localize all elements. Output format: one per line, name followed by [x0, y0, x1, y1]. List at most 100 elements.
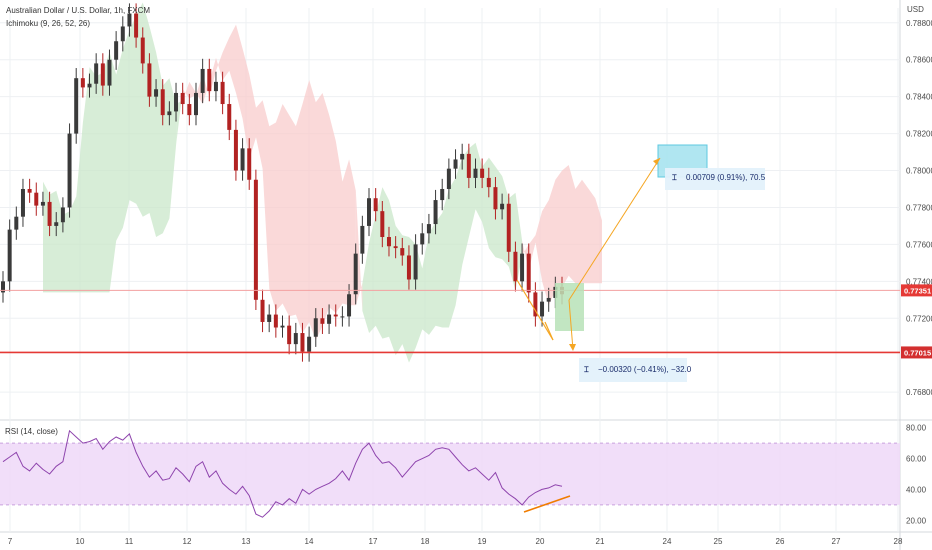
candle-body	[546, 297, 551, 302]
candle-body	[333, 314, 338, 317]
candle-body	[127, 13, 132, 27]
time-tick-label: 20	[536, 537, 545, 546]
time-tick-label: 7	[8, 537, 13, 546]
candle-body	[460, 153, 465, 160]
time-tick-label: 10	[76, 537, 85, 546]
measure-icon: ⌶	[672, 173, 677, 182]
candle-body	[300, 333, 305, 352]
candle-body	[506, 203, 511, 252]
current-price-tag	[901, 284, 932, 297]
candle-body	[327, 314, 332, 324]
candle-body	[340, 316, 345, 318]
candle-body	[426, 224, 431, 234]
candle-body	[367, 198, 372, 226]
candle-body	[353, 253, 358, 295]
candle-body	[413, 244, 418, 280]
candle-body	[533, 292, 538, 317]
chart-title: Australian Dollar / U.S. Dollar, 1h, FXC…	[6, 6, 150, 15]
candle-body	[140, 37, 145, 64]
candlestick-series[interactable]	[1, 3, 564, 362]
drawings[interactable]: ⌶ 0.00709 (0.91%), 70.5 ⌶ −0.00320 (−0.41%)…	[0, 144, 900, 382]
candle-body	[347, 294, 352, 317]
rsi-tick-label: 20.00	[906, 516, 927, 525]
time-tick-label: 14	[305, 537, 314, 546]
candle-body	[540, 301, 545, 317]
candle-body	[260, 299, 265, 322]
rsi-tick-label: 60.00	[906, 455, 927, 464]
support-price-label: 0.77015	[904, 348, 931, 357]
candle-body	[94, 63, 99, 84]
rsi-tick-label: 40.00	[906, 485, 927, 494]
candle-body	[47, 201, 52, 226]
candle-body	[180, 92, 185, 105]
target-measure-label: 0.00709 (0.91%), 70.5	[686, 173, 766, 182]
cloud-segment	[182, 24, 356, 341]
currency-label: USD	[907, 5, 924, 14]
time-tick-label: 19	[478, 537, 487, 546]
rsi-line	[2, 429, 563, 518]
candle-body	[513, 251, 518, 282]
measure-icon: ⌶	[584, 365, 589, 374]
candle-body	[446, 168, 451, 189]
candle-body	[174, 92, 179, 112]
candle-body	[466, 153, 471, 178]
candle-body	[320, 318, 325, 324]
candle-body	[293, 333, 298, 345]
candle-body	[486, 177, 491, 188]
candle-body	[373, 198, 378, 212]
candle-body	[54, 222, 59, 226]
time-tick-label: 24	[663, 537, 672, 546]
candle-body	[360, 225, 365, 254]
candle-body	[233, 129, 238, 171]
cloud-segment	[43, 2, 177, 293]
candle-body	[267, 314, 272, 322]
wedge-line-lower	[544, 321, 554, 341]
candle-body	[60, 207, 65, 223]
support-price-tag	[901, 346, 932, 359]
candle-body	[273, 314, 278, 328]
time-tick-label: 18	[421, 537, 430, 546]
candle-body	[27, 188, 32, 193]
candle-body	[40, 201, 45, 206]
candle-body	[406, 255, 411, 280]
rsi-tick-label: 80.00	[906, 424, 927, 433]
candle-body	[220, 81, 225, 105]
candle-body	[7, 229, 12, 282]
candle-body	[520, 253, 525, 282]
candle-body	[80, 78, 85, 88]
candle-body	[526, 253, 531, 293]
candle-body	[280, 325, 285, 328]
candle-body	[207, 68, 212, 92]
candle-body	[393, 246, 398, 249]
time-tick-label: 26	[776, 537, 785, 546]
candle-body	[20, 188, 25, 217]
time-tick-label: 21	[596, 537, 605, 546]
time-tick-label: 13	[242, 537, 251, 546]
candle-body	[247, 148, 252, 180]
candle-body	[287, 325, 292, 345]
rsi-band	[0, 443, 900, 505]
rsi-panel[interactable]: 80.00 60.00 40.00 20.00	[0, 424, 927, 526]
candle-body	[160, 89, 165, 116]
upside-projection-arrow	[568, 157, 661, 301]
cloud-segment	[522, 165, 602, 306]
candle-body	[253, 179, 258, 300]
time-axis[interactable]: 7 10 11 12 13 14 17 18 19 20 21 24 25 26 27 28	[8, 537, 903, 546]
time-tick-label: 27	[832, 537, 841, 546]
candle-body	[493, 187, 498, 210]
candle-body	[120, 26, 125, 42]
candle-body	[440, 188, 445, 201]
candle-body	[154, 89, 159, 97]
time-tick-label: 17	[369, 537, 378, 546]
candle-body	[227, 104, 232, 130]
indicator-label: Ichimoku (9, 26, 52, 26)	[6, 19, 90, 28]
time-tick-label: 11	[125, 537, 134, 546]
